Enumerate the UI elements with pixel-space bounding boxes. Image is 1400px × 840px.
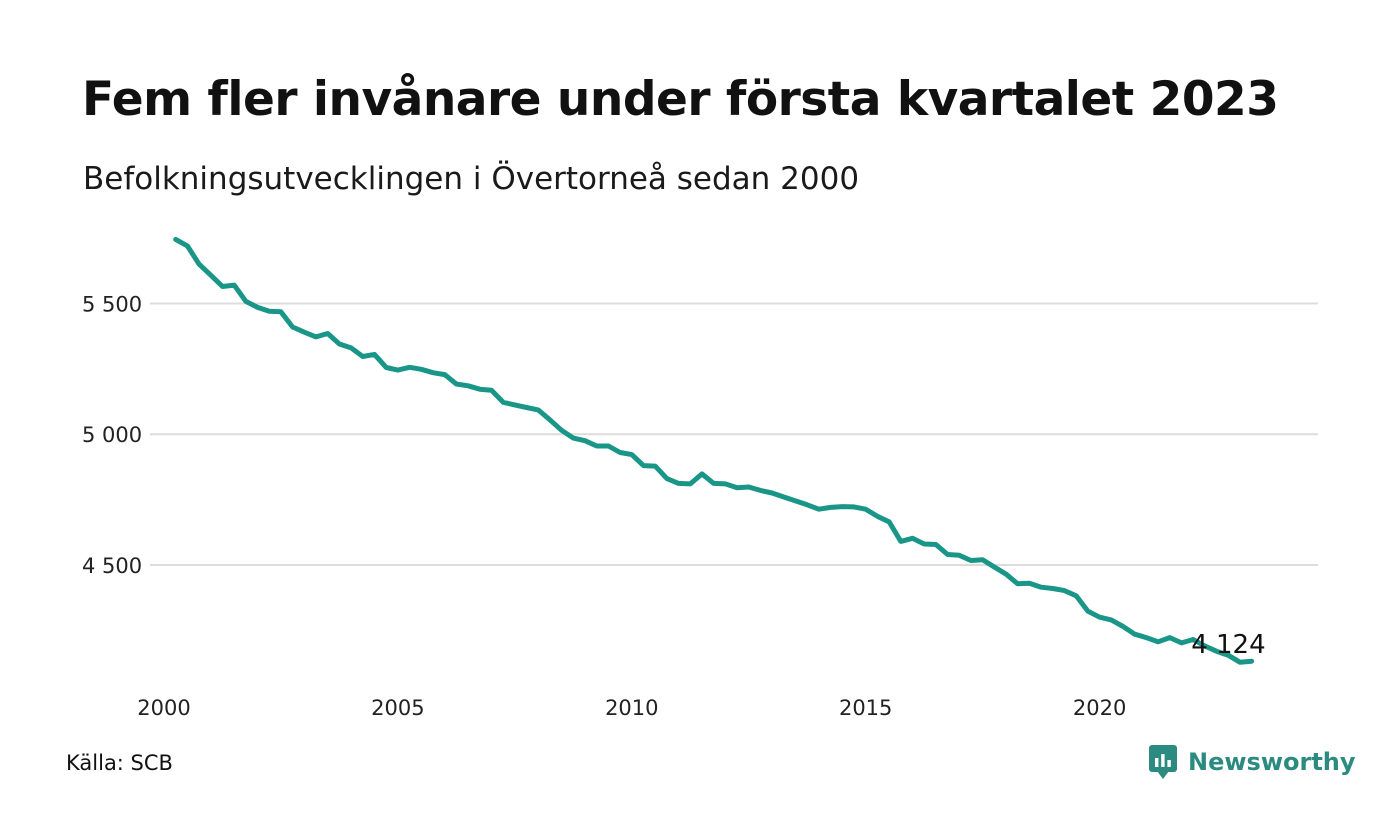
y-tick-label: 5 500 [82, 292, 142, 316]
end-value-label: 4 124 [1191, 630, 1265, 660]
source-note: Källa: SCB [66, 751, 173, 775]
series-layer [173, 236, 1255, 665]
x-tick-label: 2010 [605, 696, 658, 720]
y-axis-tick-labels: 4 500 5 000 5 500 [82, 292, 142, 577]
newsworthy-logo-icon [1149, 745, 1177, 779]
brand-name: Newsworthy [1188, 748, 1356, 776]
series-line [173, 236, 1255, 665]
gridlines [150, 302, 1318, 566]
brand-logo[interactable]: Newsworthy [1148, 744, 1356, 780]
chart-title: Fem fler invånare under första kvartalet… [82, 72, 1279, 127]
x-tick-label: 2000 [137, 696, 190, 720]
y-tick-label: 4 500 [82, 554, 142, 578]
x-tick-label: 2005 [371, 696, 424, 720]
annotation-layer: 4 124 [1191, 630, 1265, 660]
chart-subtitle: Befolkningsutvecklingen i Övertorneå sed… [83, 161, 860, 197]
y-tick-label: 5 000 [82, 423, 142, 447]
x-tick-label: 2020 [1073, 696, 1126, 720]
x-axis-tick-labels: 2000 2005 2010 2015 2020 [137, 696, 1126, 720]
x-tick-label: 2015 [839, 696, 892, 720]
